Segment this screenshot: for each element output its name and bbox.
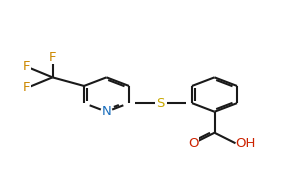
Text: N: N <box>102 105 111 118</box>
Text: F: F <box>23 81 31 94</box>
Text: OH: OH <box>236 137 256 150</box>
Text: O: O <box>188 137 199 150</box>
Text: F: F <box>49 51 56 64</box>
Text: F: F <box>23 60 31 73</box>
Text: S: S <box>156 97 165 110</box>
